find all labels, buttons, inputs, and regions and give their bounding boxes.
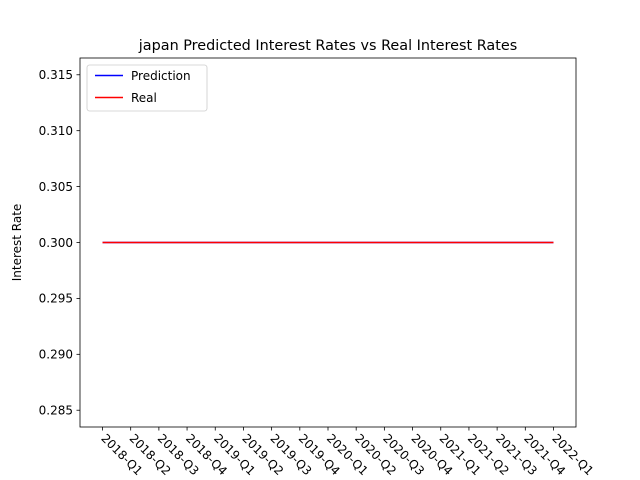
legend-box <box>86 64 208 112</box>
legend-label-real: Real <box>131 91 157 105</box>
y-tick-label: 0.310 <box>39 124 73 138</box>
chart-title: japan Predicted Interest Rates vs Real I… <box>138 38 517 54</box>
plot-frame <box>79 57 577 428</box>
y-tick-label: 0.315 <box>39 68 73 82</box>
x-axis: 2018-Q12018-Q22018-Q32018-Q42019-Q12019-… <box>98 427 596 478</box>
y-tick-label: 0.285 <box>39 404 73 418</box>
y-tick-label: 0.305 <box>39 180 73 194</box>
y-tick-label: 0.290 <box>39 348 73 362</box>
y-tick-label: 0.300 <box>39 236 73 250</box>
y-axis-label: Interest Rate <box>10 204 24 282</box>
legend-label-prediction: Prediction <box>131 69 191 83</box>
y-axis: 0.285 0.290 0.295 0.300 0.305 0.310 0.315 <box>39 68 80 418</box>
legend: Prediction Real <box>86 64 208 112</box>
y-tick-label: 0.295 <box>39 292 73 306</box>
